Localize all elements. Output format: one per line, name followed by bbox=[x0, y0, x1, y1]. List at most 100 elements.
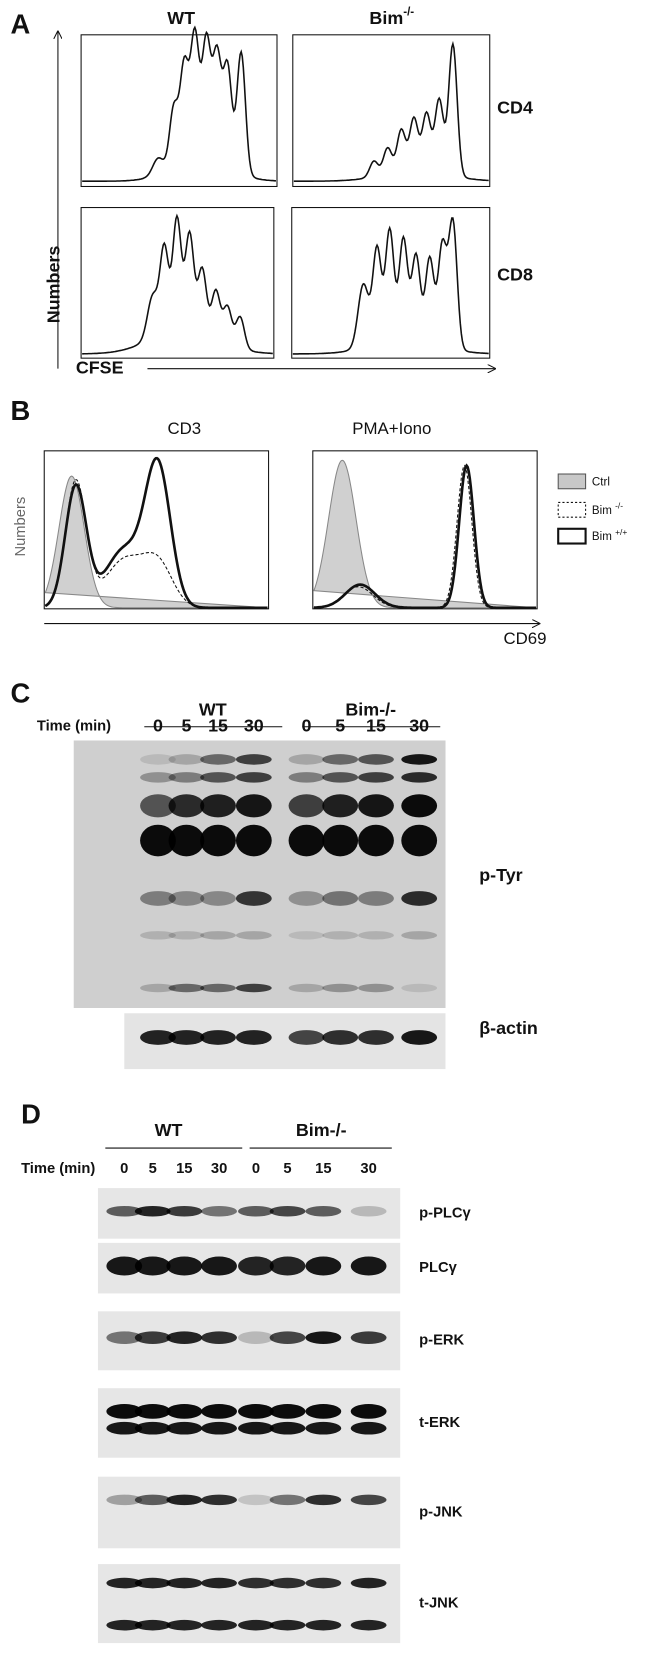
blot-band bbox=[166, 1619, 203, 1631]
histogram-curve bbox=[292, 217, 489, 355]
time-point: 30 bbox=[211, 1161, 227, 1177]
blot-band bbox=[140, 983, 176, 993]
blot-band bbox=[350, 1206, 387, 1217]
time-point: 5 bbox=[283, 1161, 291, 1177]
time-point: 5 bbox=[149, 1161, 157, 1177]
time-point: 15 bbox=[176, 1161, 192, 1177]
blot-band bbox=[358, 794, 394, 818]
blot-band bbox=[166, 1256, 203, 1276]
group-label: Bim-/- bbox=[296, 1120, 347, 1140]
blot-band bbox=[288, 772, 325, 783]
blot-band bbox=[358, 824, 394, 857]
time-label: Time (min) bbox=[37, 719, 111, 735]
column-text: WT bbox=[167, 8, 195, 28]
blot-band bbox=[322, 794, 359, 818]
blot-band bbox=[201, 1619, 237, 1631]
blot-label: t-ERK bbox=[419, 1415, 460, 1431]
blot-band bbox=[235, 824, 272, 857]
blot-band bbox=[305, 1256, 342, 1276]
blot-band bbox=[350, 1256, 387, 1276]
blot-band bbox=[168, 1030, 205, 1045]
blot-band bbox=[166, 1494, 203, 1506]
blot-band bbox=[106, 1331, 143, 1344]
time-point: 0 bbox=[302, 716, 312, 736]
blot-band bbox=[140, 824, 176, 857]
legend-label: Bim -/- bbox=[592, 501, 623, 517]
column-text: Bim bbox=[369, 8, 403, 28]
blot-band bbox=[201, 1331, 237, 1344]
blot-band bbox=[200, 794, 236, 818]
time-point: 30 bbox=[360, 1161, 376, 1177]
blot-band bbox=[238, 1577, 274, 1589]
legend-text: Ctrl bbox=[592, 476, 610, 488]
blot-band bbox=[106, 1421, 143, 1435]
blot-band bbox=[288, 754, 325, 765]
blot-band bbox=[358, 931, 394, 940]
blot-band bbox=[106, 1404, 143, 1419]
time-label: Time (min) bbox=[21, 1161, 95, 1177]
blot-band bbox=[134, 1577, 171, 1589]
blot-band bbox=[238, 1256, 274, 1276]
blot-band bbox=[106, 1256, 143, 1276]
blot-band bbox=[134, 1256, 171, 1276]
blot-band bbox=[358, 1030, 394, 1045]
blot-band bbox=[401, 754, 438, 765]
blot-band bbox=[288, 891, 325, 906]
blot-band bbox=[235, 891, 272, 906]
blot-band bbox=[322, 1030, 359, 1045]
blot-band bbox=[168, 754, 205, 765]
blot-band bbox=[322, 772, 359, 783]
group-label: WT bbox=[155, 1120, 183, 1140]
blot-band bbox=[322, 983, 359, 993]
blot-band bbox=[134, 1206, 171, 1217]
blot-band bbox=[200, 983, 236, 993]
blot-band bbox=[269, 1206, 306, 1217]
blot-band bbox=[134, 1331, 171, 1344]
blot-band bbox=[322, 891, 359, 906]
blot-band bbox=[140, 1030, 176, 1045]
legend-label: Bim +/+ bbox=[592, 527, 627, 543]
x-axis-label: CFSE bbox=[76, 357, 124, 377]
blot-band bbox=[166, 1577, 203, 1589]
blot-band bbox=[358, 891, 394, 906]
blot-band bbox=[350, 1577, 387, 1589]
blot-band bbox=[106, 1619, 143, 1631]
histogram-curve bbox=[82, 213, 273, 355]
blot-band bbox=[134, 1619, 171, 1631]
panel-label: A bbox=[11, 9, 31, 40]
blot-band bbox=[201, 1256, 237, 1276]
histogram-curve bbox=[44, 475, 268, 609]
blot-band bbox=[140, 931, 176, 940]
blot-label: p-Tyr bbox=[479, 865, 522, 885]
blot-band bbox=[305, 1206, 342, 1217]
blot-label: p-ERK bbox=[419, 1333, 464, 1349]
panel-label: C bbox=[11, 677, 31, 708]
blot-band bbox=[238, 1494, 274, 1506]
histogram-curve bbox=[44, 456, 268, 610]
blot-band bbox=[288, 1030, 325, 1045]
blot-band bbox=[200, 824, 236, 857]
blot-band bbox=[238, 1404, 274, 1419]
blot-band bbox=[168, 983, 205, 993]
blot-band bbox=[238, 1421, 274, 1435]
time-point: 30 bbox=[409, 716, 429, 736]
blot-band bbox=[358, 772, 394, 783]
blot-label: t-JNK bbox=[419, 1595, 459, 1611]
panel-label: B bbox=[11, 395, 31, 426]
plot-title: PMA+Iono bbox=[352, 419, 431, 438]
time-point: 0 bbox=[120, 1161, 128, 1177]
blot-band bbox=[305, 1577, 342, 1589]
blot-band bbox=[350, 1494, 387, 1506]
blot-band bbox=[235, 794, 272, 818]
blot-band bbox=[201, 1494, 237, 1506]
legend-swatch bbox=[557, 501, 587, 518]
time-point: 30 bbox=[244, 716, 264, 736]
legend-label: Ctrl bbox=[592, 476, 610, 488]
blot-label: β-actin bbox=[479, 1018, 538, 1038]
legend-swatch bbox=[557, 527, 587, 545]
time-point: 0 bbox=[153, 716, 163, 736]
blot-band bbox=[238, 1331, 274, 1344]
blot-band bbox=[200, 754, 236, 765]
blot-background bbox=[97, 1564, 401, 1644]
blot-band bbox=[106, 1206, 143, 1217]
